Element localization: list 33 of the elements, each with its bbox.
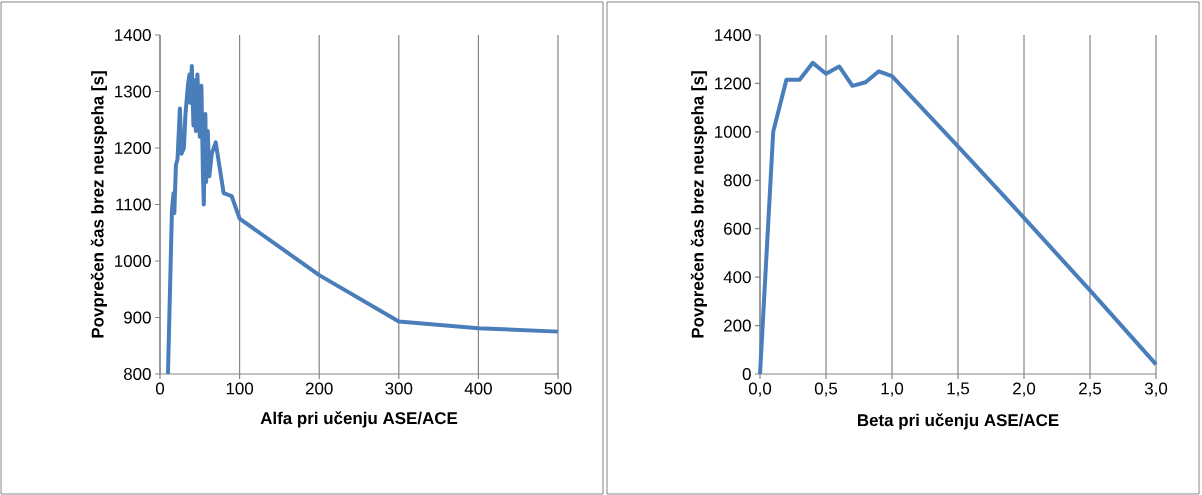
x-tick-label: 3,0 xyxy=(1144,382,1168,397)
y-tick-label: 0 xyxy=(742,368,751,380)
y-axis-title: Povprečen čas brez neuspeha [s] xyxy=(690,71,707,338)
y-tick-label: 400 xyxy=(723,271,751,284)
x-tick-label: 400 xyxy=(464,382,492,395)
line-series xyxy=(165,64,560,376)
y-tick-label: 1200 xyxy=(715,77,751,90)
x-axis-title: Alfa pri učenju ASE/ACE xyxy=(260,411,458,428)
y-tick-label: 1300 xyxy=(115,85,151,98)
x-axis-title: Beta pri učenju ASE/ACE xyxy=(857,413,1059,430)
x-tick-label: 100 xyxy=(226,382,254,395)
x-tick-label: 2,0 xyxy=(1013,382,1036,397)
y-tick-label: 1400 xyxy=(715,29,751,41)
y-tick-label: 1000 xyxy=(115,255,151,267)
y-tick-label: 1200 xyxy=(115,142,151,154)
x-tick-label: 0 xyxy=(155,382,165,395)
x-tick-label: 1,0 xyxy=(881,382,904,397)
x-tick-label: 0,0 xyxy=(748,382,772,397)
y-tick-label: 600 xyxy=(724,222,751,235)
y-tick-label: 800 xyxy=(723,174,751,187)
x-tick-label: 2,5 xyxy=(1079,382,1102,397)
x-tick-label: 300 xyxy=(385,382,413,395)
x-tick-label: 1,5 xyxy=(947,382,970,397)
y-tick-label: 800 xyxy=(123,368,151,380)
y-tick-label: 200 xyxy=(724,319,751,332)
y-tick-label: 1000 xyxy=(715,125,751,138)
y-axis-title: Povprečen čas brez neuspeha [s] xyxy=(90,71,107,338)
y-tick-label: 1400 xyxy=(115,29,151,41)
x-tick-label: 500 xyxy=(544,382,572,395)
x-tick-label: 0,5 xyxy=(814,382,838,397)
y-tick-label: 900 xyxy=(124,311,151,324)
y-tick-label: 1100 xyxy=(116,198,151,211)
x-tick-label: 200 xyxy=(305,382,333,395)
